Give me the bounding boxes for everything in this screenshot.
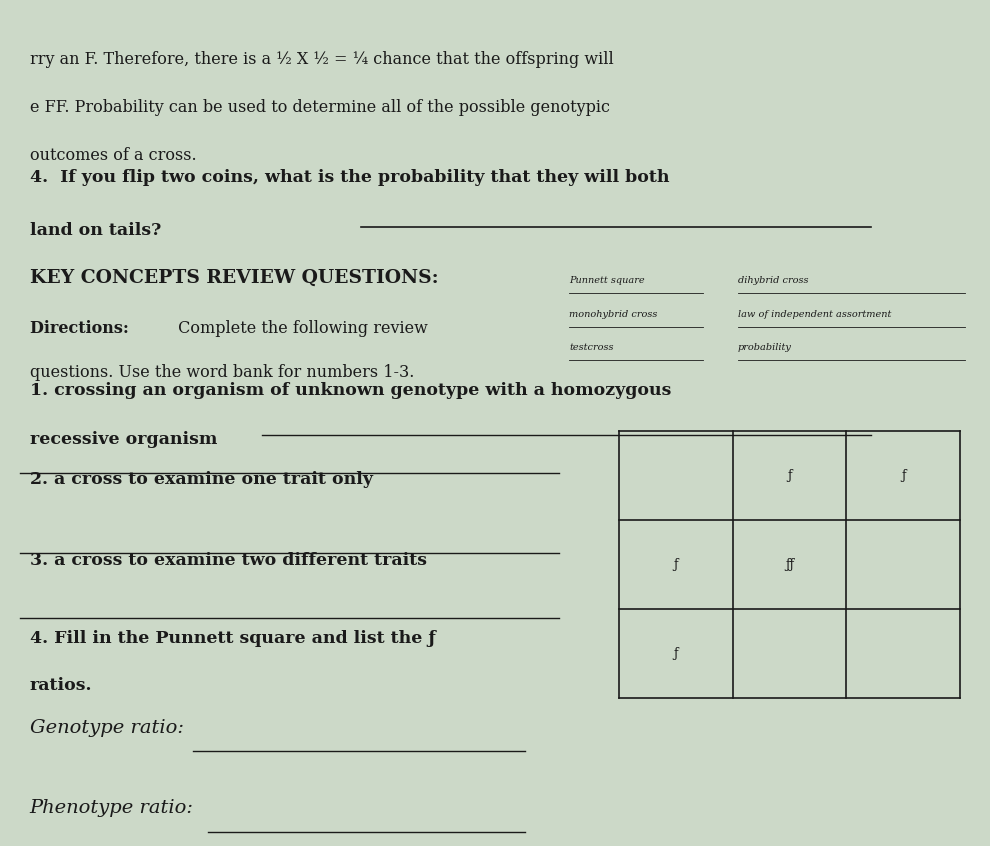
Text: outcomes of a cross.: outcomes of a cross. — [30, 147, 196, 164]
Text: ƒƒ: ƒƒ — [785, 558, 794, 571]
Text: recessive organism: recessive organism — [30, 431, 223, 448]
Text: monohybrid cross: monohybrid cross — [569, 310, 657, 319]
Text: Genotype ratio:: Genotype ratio: — [30, 719, 184, 737]
Text: ƒ: ƒ — [787, 470, 792, 482]
Text: Phenotype ratio:: Phenotype ratio: — [30, 799, 194, 817]
Text: probability: probability — [738, 343, 791, 353]
Text: rry an F. Therefore, there is a ½ X ½ = ¼ chance that the offspring will: rry an F. Therefore, there is a ½ X ½ = … — [30, 51, 614, 68]
Text: KEY CONCEPTS REVIEW QUESTIONS:: KEY CONCEPTS REVIEW QUESTIONS: — [30, 269, 439, 287]
Text: 1. crossing an organism of unknown genotype with a homozygous: 1. crossing an organism of unknown genot… — [30, 382, 671, 399]
Text: 3. a cross to examine two different traits: 3. a cross to examine two different trai… — [30, 552, 427, 569]
Text: 2. a cross to examine one trait only: 2. a cross to examine one trait only — [30, 471, 372, 488]
Text: land on tails?: land on tails? — [30, 222, 167, 239]
Text: Complete the following review: Complete the following review — [173, 320, 428, 337]
Text: law of independent assortment: law of independent assortment — [738, 310, 891, 319]
Text: e FF. Probability can be used to determine all of the possible genotypic: e FF. Probability can be used to determi… — [30, 99, 610, 116]
Text: ƒ: ƒ — [901, 470, 906, 482]
Text: ratios.: ratios. — [30, 677, 92, 694]
Text: questions. Use the word bank for numbers 1-3.: questions. Use the word bank for numbers… — [30, 364, 414, 381]
Text: Punnett square: Punnett square — [569, 276, 644, 285]
Text: ƒ: ƒ — [673, 647, 678, 660]
Text: Directions:: Directions: — [30, 320, 135, 337]
Text: 4. Fill in the Punnett square and list the ƒ: 4. Fill in the Punnett square and list t… — [30, 630, 436, 647]
Text: 4.  If you flip two coins, what is the probability that they will both: 4. If you flip two coins, what is the pr… — [30, 169, 669, 186]
Text: dihybrid cross: dihybrid cross — [738, 276, 808, 285]
Text: ƒ: ƒ — [673, 558, 678, 571]
Text: testcross: testcross — [569, 343, 614, 353]
